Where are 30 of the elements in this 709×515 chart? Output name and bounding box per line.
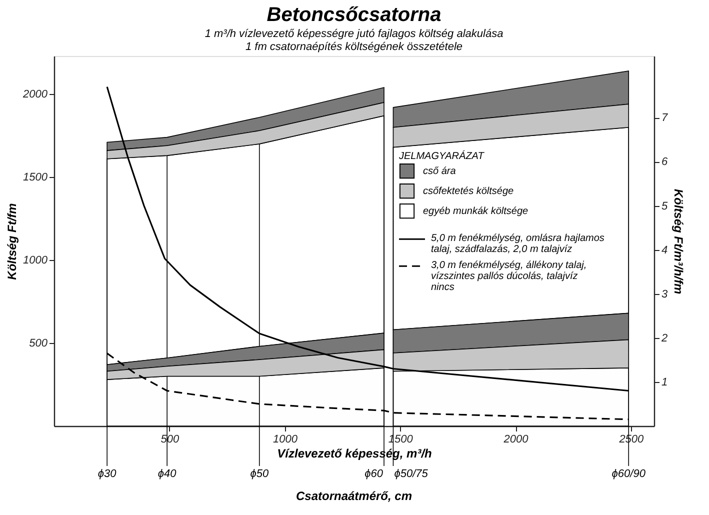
x-tick-label: 1000 — [273, 434, 298, 446]
ref-line-label: ϕ30 — [98, 468, 118, 480]
legend-title: JELMAGYARÁZAT — [398, 150, 485, 162]
x-tick-label: 2000 — [502, 434, 530, 446]
ref-line-label: ϕ50 — [250, 468, 270, 480]
ref-line-label: ϕ40 — [158, 468, 178, 480]
legend-label: egyéb munkák költsége — [423, 206, 528, 218]
legend-label: cső ára — [423, 166, 456, 178]
y2-tick-label: 7 — [662, 112, 668, 124]
y-tick-label: 2000 — [22, 88, 48, 101]
ref-line-label: ϕ50/75 — [394, 468, 429, 480]
chart-title: Betoncsőcsatorna — [266, 4, 442, 26]
y2-tick-label: 1 — [662, 376, 668, 388]
text: Csatornaátmérő, cm — [296, 489, 412, 503]
legend-label: csőfektetés költsége — [423, 186, 514, 198]
y-axis-title: Költség Ft/fm — [5, 202, 20, 280]
y2-tick-label: 4 — [662, 244, 668, 256]
y2-axis-title: Költség Ft/m³/h/fm — [672, 188, 686, 294]
y-tick-label: 1000 — [23, 254, 48, 267]
y-tick-label: 1500 — [23, 172, 48, 184]
ref-line-label: ϕ60/90 — [612, 468, 646, 480]
legend-label: 3,0 m fenékmélység, állékony talaj, vízszintes pallós dúcolás, talajvíz nincs — [431, 260, 587, 294]
y2-tick-label: 5 — [662, 200, 668, 212]
y-tick-label: 500 — [29, 338, 48, 350]
y2-tick-label: 2 — [660, 332, 668, 344]
chart-subtitle: 1 m³/h vízlevezető képességre jutó fajlagos költség alakulása 1 fm csatornaépítés költségének összetétele — [204, 28, 504, 53]
y2-tick-label: 6 — [662, 156, 668, 168]
y2-tick-label: 3 — [662, 288, 668, 300]
ref-line-label: ϕ60 — [364, 468, 384, 480]
legend-label: 5,0 m fenékmélység, omlásra hajlamos talaj, szádfalazás, 2,0 m talajvíz — [431, 233, 604, 256]
